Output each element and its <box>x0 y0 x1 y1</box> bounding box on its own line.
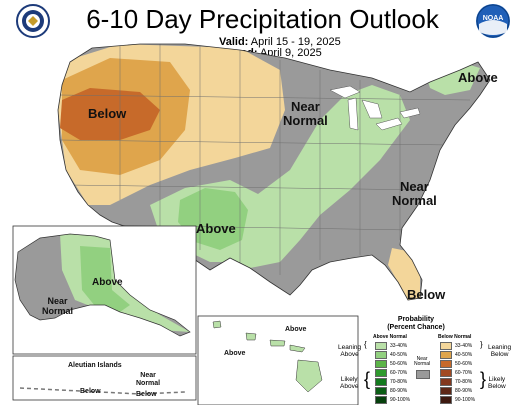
legend-below-head: Below Normal <box>438 334 472 340</box>
department-of-commerce-seal-icon <box>16 4 50 38</box>
legend-above-bin-label: 80-90% <box>390 387 408 394</box>
valid-value: April 15 - 19, 2025 <box>250 36 341 48</box>
map-label-near-normal-east: Near Normal <box>392 179 437 208</box>
map-label-hawaii-above-2: Above <box>224 350 246 357</box>
legend-leaning-above: Leaning Above <box>338 344 362 358</box>
aleutian-islands-title: Aleutian Islands <box>68 362 122 369</box>
conus-outline <box>57 43 491 301</box>
legend-likely-above: Likely Above <box>340 376 359 390</box>
map-label-near-normal-north: Near Normal <box>283 99 328 128</box>
map-label-alaska-near-normal: Near Normal <box>42 296 74 316</box>
legend-below-bin-0: 33-40% <box>440 341 473 350</box>
aleutian-chain <box>19 387 186 395</box>
legend-near-normal-swatch <box>416 370 430 379</box>
legend-above-bin-swatch <box>375 359 387 368</box>
legend-below-bin-label: 90-100% <box>455 396 476 403</box>
legend-above-bin-4: 70-80% <box>375 377 408 386</box>
legend-brace-likely-below: } <box>480 369 487 389</box>
legend-below-bin-6: 90-100% <box>440 395 476 404</box>
legend-below-bin-swatch <box>440 395 452 404</box>
legend-below-bin-swatch <box>440 386 452 395</box>
legend-above-bin-3: 60-70% <box>375 368 408 377</box>
legend-near-normal-label: Near Normal <box>414 356 431 367</box>
legend-below-bin-swatch <box>440 341 452 350</box>
legend-below-bin-swatch <box>440 368 452 377</box>
map-label-aleutian-below-2: Below <box>136 391 157 398</box>
legend-above-bin-6: 90-100% <box>375 395 411 404</box>
page-title: 6-10 Day Precipitation Outlook <box>86 4 439 34</box>
legend-above-bin-label: 50-60% <box>390 360 408 367</box>
legend-above-bin-label: 33-40% <box>390 342 408 349</box>
legend-above-bin-label: 90-100% <box>390 396 411 403</box>
legend-above-bin-swatch <box>375 386 387 395</box>
legend-below-bin-label: 33-40% <box>455 342 473 349</box>
legend-below-bin-2: 50-60% <box>440 359 473 368</box>
legend-below-bin-label: 50-60% <box>455 360 473 367</box>
state-borders <box>59 44 471 275</box>
legend-above-bin-swatch <box>375 395 387 404</box>
map-label-aleutian-below-1: Below <box>80 388 101 395</box>
legend-brace-leaning-above: { <box>364 340 367 349</box>
map-label-below-west: Below <box>88 106 127 121</box>
legend-above-bin-label: 40-50% <box>390 351 408 358</box>
legend-below-bin-swatch <box>440 350 452 359</box>
legend-above-head: Above Normal <box>373 334 407 340</box>
legend-below-bin-4: 70-80% <box>440 377 473 386</box>
map-label-aleutian-near-normal: Near Normal <box>136 372 161 387</box>
noaa-logo-icon: NOAA <box>476 4 510 38</box>
legend-likely-below: Likely Below <box>488 376 506 390</box>
conus-regions <box>58 44 490 300</box>
legend-above-bin-swatch <box>375 341 387 350</box>
legend-brace-likely-above: { <box>364 369 371 389</box>
map-label-hawaii-above-1: Above <box>285 326 307 333</box>
hawaii-inset <box>197 315 359 405</box>
legend-above-bin-1: 40-50% <box>375 350 408 359</box>
map-label-alaska-above: Above <box>92 277 123 288</box>
legend-above-bin-label: 60-70% <box>390 369 408 376</box>
legend-below-bin-3: 60-70% <box>440 368 473 377</box>
legend-below-bin-1: 40-50% <box>440 350 473 359</box>
map-label-above-south: Above <box>196 221 236 236</box>
legend-below-bin-5: 80-90% <box>440 386 473 395</box>
legend-above-bin-0: 33-40% <box>375 341 408 350</box>
legend-below-bin-label: 70-80% <box>455 378 473 385</box>
legend-above-bin-2: 50-60% <box>375 359 408 368</box>
great-lakes <box>329 85 421 131</box>
legend-below-bin-swatch <box>440 377 452 386</box>
legend-below-bin-label: 60-70% <box>455 369 473 376</box>
valid-label: Valid: <box>219 36 249 48</box>
map-label-below-florida: Below <box>407 287 446 302</box>
alaska-outline <box>14 233 191 337</box>
noaa-logo-text: NOAA <box>483 15 504 22</box>
legend-title: Probability (Percent Chance) <box>387 316 445 331</box>
valid-dates: Valid: April 15 - 19, 2025 <box>219 36 341 48</box>
legend-above-bin-swatch <box>375 368 387 377</box>
map-label-above-northeast: Above <box>458 70 498 85</box>
legend-above-bin-5: 80-90% <box>375 386 408 395</box>
legend-leaning-below: Leaning Below <box>488 344 512 358</box>
legend-below-bin-swatch <box>440 359 452 368</box>
legend-above-bin-label: 70-80% <box>390 378 408 385</box>
hawaii-islands <box>212 320 323 393</box>
legend-below-bin-label: 80-90% <box>455 387 473 394</box>
legend-below-bin-label: 40-50% <box>455 351 473 358</box>
legend-above-bin-swatch <box>375 350 387 359</box>
legend-brace-leaning-below: } <box>480 340 483 349</box>
legend-above-bin-swatch <box>375 377 387 386</box>
